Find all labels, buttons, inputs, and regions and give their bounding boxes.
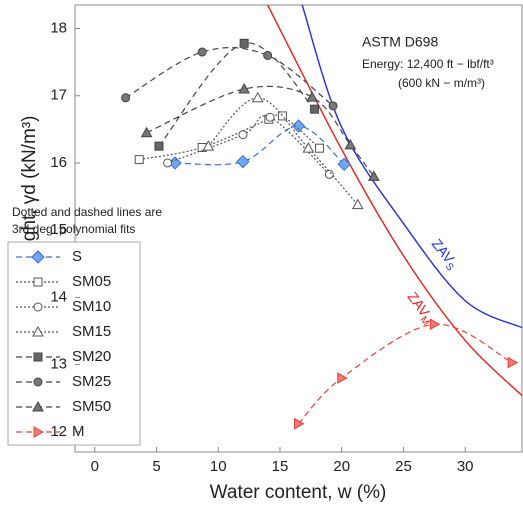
marker <box>33 426 45 438</box>
legend-label: SM20 <box>72 348 111 365</box>
marker <box>507 356 519 369</box>
marker <box>324 169 334 179</box>
x-tick-label: 15 <box>272 458 289 475</box>
legend-note: 3rd deg. polynomial fits <box>12 222 135 236</box>
marker <box>33 277 43 287</box>
marker <box>337 157 351 172</box>
fit-line <box>298 323 513 425</box>
marker <box>33 377 43 387</box>
marker <box>121 93 131 103</box>
y-tick-label: 18 <box>50 19 67 36</box>
marker <box>277 111 287 121</box>
marker <box>32 325 44 337</box>
marker <box>328 101 338 111</box>
legend-label: SM10 <box>72 298 111 315</box>
marker <box>154 141 164 151</box>
marker <box>31 250 45 264</box>
marker <box>265 112 275 122</box>
marker <box>302 142 315 153</box>
marker <box>32 400 44 412</box>
marker <box>163 158 173 168</box>
x-tick-label: 30 <box>457 458 474 475</box>
marker <box>197 47 207 57</box>
x-tick-label: 10 <box>210 458 227 475</box>
plot-area <box>121 5 522 430</box>
marker <box>344 138 357 150</box>
x-tick-label: 20 <box>333 458 350 475</box>
marker <box>367 170 380 181</box>
fit-line <box>158 42 315 147</box>
y-tick-label: 15 <box>50 221 67 238</box>
zav-label-name: ZAV <box>429 235 458 266</box>
legend-label: SM25 <box>72 373 111 390</box>
x-tick-label: 0 <box>91 458 99 475</box>
marker <box>314 143 324 153</box>
marker <box>306 91 318 102</box>
fit-line <box>167 115 330 175</box>
y-tick-label: 12 <box>50 423 67 440</box>
annotation: Energy: 12,400 ft − lbf/ft³ <box>362 57 494 71</box>
marker <box>238 82 251 94</box>
marker <box>202 140 215 151</box>
legend-label: SM50 <box>72 398 111 415</box>
legend-label: S <box>72 248 82 265</box>
zav-curve <box>267 5 522 397</box>
marker <box>238 130 248 140</box>
x-axis-title: Water content, w (%) <box>210 482 387 503</box>
marker <box>239 38 249 48</box>
x-tick-label: 25 <box>395 458 412 475</box>
marker <box>263 50 273 60</box>
annotation: (600 kN − m/m³) <box>398 76 485 90</box>
legend-box <box>7 241 141 446</box>
fit-line <box>175 125 345 166</box>
marker <box>291 119 306 133</box>
marker <box>33 302 43 312</box>
annotation: ASTM D698 <box>362 34 438 50</box>
marker <box>33 352 43 362</box>
zav-label: ZAVS <box>427 235 463 273</box>
marker <box>351 198 364 210</box>
marker <box>140 126 153 138</box>
y-tick-label: 13 <box>50 356 67 373</box>
marker <box>429 318 441 331</box>
marker <box>294 417 305 430</box>
x-tick-label: 5 <box>152 458 160 475</box>
fit-line <box>146 85 375 177</box>
marker <box>310 104 320 114</box>
y-tick-label: 16 <box>50 154 67 171</box>
legend-label: SM15 <box>72 323 111 340</box>
fit-line <box>207 97 359 206</box>
marker <box>134 155 144 165</box>
fit-line <box>125 46 334 107</box>
zav-curve <box>301 5 522 329</box>
marker <box>236 154 250 169</box>
y-tick-label: 14 <box>50 288 67 305</box>
legend-label: M <box>72 423 85 440</box>
y-tick-label: 17 <box>50 87 67 104</box>
legend-note: Dotted and dashed lines are <box>12 205 162 219</box>
legend-label: SM05 <box>72 273 111 290</box>
marker <box>337 372 348 384</box>
plot-frame <box>74 4 523 453</box>
marker <box>251 91 264 103</box>
